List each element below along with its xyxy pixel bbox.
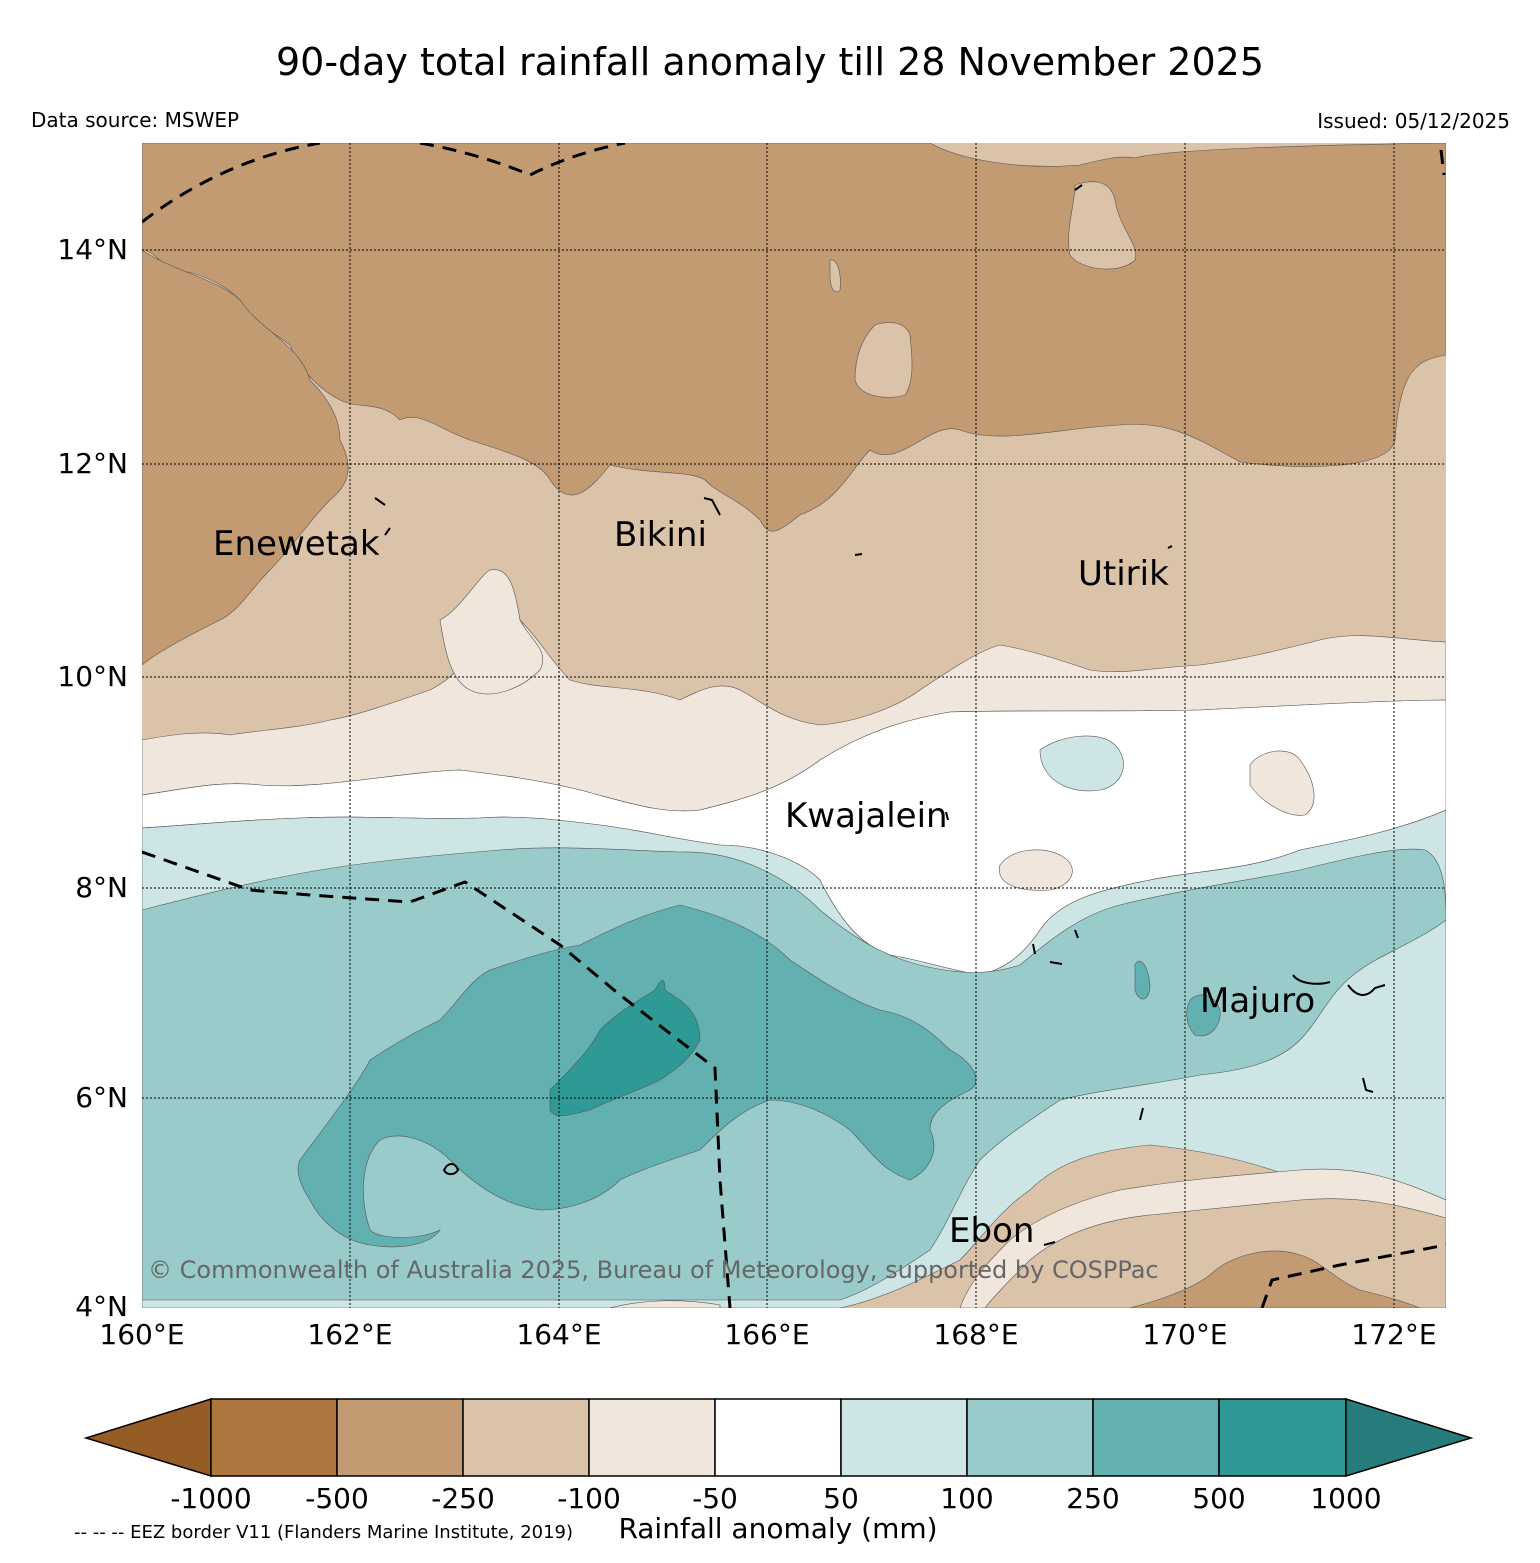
lat-label-14n: 14°N <box>57 233 128 266</box>
slightly-dry-patch <box>439 569 543 695</box>
label-bikini: Bikini <box>614 515 707 555</box>
colorbar-segment <box>210 1398 338 1477</box>
colorbar-extend-low <box>83 1397 212 1478</box>
eez-border-lines <box>142 143 1446 1308</box>
lat-label-6n: 6°N <box>75 1081 128 1114</box>
wet-band-very-strong <box>549 980 701 1117</box>
label-majuro: Majuro <box>1200 981 1315 1021</box>
lon-label-170e: 170°E <box>1142 1318 1227 1351</box>
colorbar-segment <box>336 1398 464 1477</box>
wet-patch-east <box>1039 735 1124 792</box>
lon-label-172e: 172°E <box>1351 1318 1436 1351</box>
colorbar-tick: 500 <box>1192 1482 1245 1515</box>
colorbar-segment <box>840 1398 968 1477</box>
graticule <box>142 143 1446 1308</box>
lat-label-12n: 12°N <box>57 447 128 480</box>
colorbar-title: Rainfall anomaly (mm) <box>618 1512 937 1545</box>
dry-patch-south-west <box>609 1300 721 1308</box>
colorbar-tick: 100 <box>940 1482 993 1515</box>
rainfall-anomaly-map: © Commonwealth of Australia 2025, Bureau… <box>142 143 1446 1308</box>
dry-patch-mid <box>999 849 1073 891</box>
colorbar-tick: 250 <box>1066 1482 1119 1515</box>
wet-patch-east-2 <box>1134 960 1151 1000</box>
colorbar-tick: 1000 <box>1310 1482 1381 1515</box>
dry-patch-east <box>1249 750 1315 816</box>
colorbar-tick: -250 <box>431 1482 495 1515</box>
dry-hole-north-2 <box>854 322 913 398</box>
colorbar-extend-high <box>1345 1397 1474 1478</box>
chart-title: 90-day total rainfall anomaly till 28 No… <box>275 40 1265 84</box>
lat-label-8n: 8°N <box>75 871 128 904</box>
colorbar-segment <box>966 1398 1094 1477</box>
colorbar-segment <box>462 1398 590 1477</box>
dry-region-west <box>142 249 349 666</box>
colorbar-segment <box>588 1398 716 1477</box>
colorbar-segment <box>1092 1398 1220 1477</box>
colorbar-segment <box>1218 1398 1347 1477</box>
lat-label-10n: 10°N <box>57 660 128 693</box>
lon-label-160e: 160°E <box>99 1318 184 1351</box>
eez-border-note: -- -- -- EEZ border V11 (Flanders Marine… <box>74 1522 574 1543</box>
issued-date: Issued: 05/12/2025 <box>1317 109 1510 133</box>
colorbar-tick: -1000 <box>170 1482 251 1515</box>
label-kwajalein: Kwajalein <box>785 796 948 836</box>
label-utirik: Utirik <box>1078 554 1169 594</box>
colorbar-ticks: -1000 -500 -250 -100 -50 50 100 250 500 … <box>170 1482 1381 1515</box>
lon-label-168e: 168°E <box>933 1318 1018 1351</box>
copyright-credit: © Commonwealth of Australia 2025, Bureau… <box>148 1256 1159 1284</box>
lat-label-4n: 4°N <box>75 1290 128 1323</box>
colorbar-tick: -50 <box>692 1482 738 1515</box>
label-enewetak: Enewetak <box>213 524 380 564</box>
atoll-outlines <box>374 184 1386 1246</box>
dry-hole-north-1 <box>1068 181 1137 270</box>
colorbar-tick: 50 <box>823 1482 859 1515</box>
lon-label-166e: 166°E <box>724 1318 809 1351</box>
colorbar-tick: -500 <box>305 1482 369 1515</box>
colorbar-segment <box>714 1398 842 1477</box>
label-ebon: Ebon <box>949 1211 1034 1251</box>
lon-label-164e: 164°E <box>516 1318 601 1351</box>
colorbar <box>83 1397 1474 1478</box>
colorbar-tick: -100 <box>557 1482 621 1515</box>
lon-label-162e: 162°E <box>307 1318 392 1351</box>
dry-hole-north-3 <box>829 259 841 293</box>
data-source: Data source: MSWEP <box>31 108 240 132</box>
wet-patch-majuro <box>1186 994 1221 1037</box>
